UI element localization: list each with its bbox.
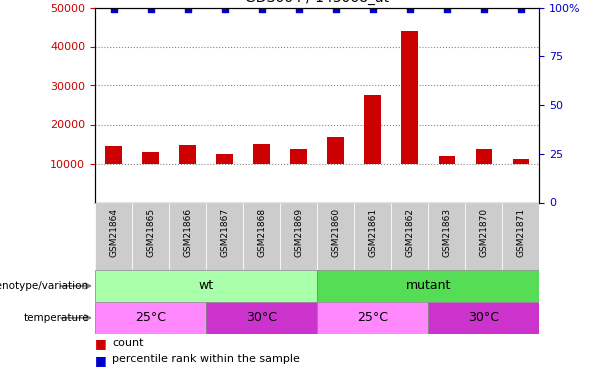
Bar [391, 202, 428, 270]
Bar [428, 202, 465, 270]
Bar [438, 156, 455, 164]
Text: ■: ■ [95, 354, 111, 368]
Text: GSM21863: GSM21863 [443, 208, 451, 257]
Bar [428, 302, 539, 334]
Text: 30°C: 30°C [468, 311, 500, 324]
Text: GSM21867: GSM21867 [220, 208, 229, 257]
Text: mutant: mutant [406, 279, 451, 292]
Bar [142, 152, 159, 164]
Bar [318, 302, 428, 334]
Bar [95, 302, 206, 334]
Point [479, 6, 489, 12]
Text: GSM21861: GSM21861 [368, 208, 377, 257]
Text: temperature: temperature [23, 313, 89, 323]
Bar [402, 31, 418, 164]
Bar [280, 202, 318, 270]
Bar [206, 202, 243, 270]
Point [368, 6, 378, 12]
Text: percentile rank within the sample: percentile rank within the sample [112, 354, 300, 364]
Text: wt: wt [199, 279, 214, 292]
Bar [179, 145, 196, 164]
Bar [95, 202, 132, 270]
Bar [216, 154, 233, 164]
Bar [327, 137, 344, 164]
Point [109, 6, 118, 12]
Bar [365, 95, 381, 164]
Text: GSM21864: GSM21864 [109, 208, 118, 257]
Point [405, 6, 415, 12]
Text: genotype/variation: genotype/variation [0, 281, 89, 291]
Bar [318, 202, 354, 270]
Point [331, 6, 341, 12]
Bar [132, 202, 169, 270]
Text: 25°C: 25°C [135, 311, 166, 324]
Point [183, 6, 192, 12]
Text: GSM21862: GSM21862 [405, 208, 414, 257]
Text: GSM21865: GSM21865 [146, 208, 155, 257]
Bar [243, 202, 280, 270]
Bar [291, 149, 307, 164]
Point [257, 6, 267, 12]
Text: GSM21870: GSM21870 [479, 208, 489, 257]
Text: ■: ■ [95, 338, 111, 351]
Text: 25°C: 25°C [357, 311, 388, 324]
Point [294, 6, 303, 12]
Point [516, 6, 526, 12]
Text: GSM21868: GSM21868 [257, 208, 266, 257]
Bar [465, 202, 503, 270]
Bar [318, 270, 539, 302]
Bar [206, 302, 318, 334]
Bar [95, 270, 318, 302]
Point [146, 6, 156, 12]
Text: GSM21866: GSM21866 [183, 208, 192, 257]
Point [219, 6, 229, 12]
Text: count: count [112, 338, 143, 348]
Bar [105, 146, 122, 164]
Bar [253, 144, 270, 164]
Text: 30°C: 30°C [246, 311, 277, 324]
Point [442, 6, 452, 12]
Text: GSM21869: GSM21869 [294, 208, 303, 257]
Bar [512, 159, 529, 164]
Text: GSM21871: GSM21871 [516, 208, 525, 257]
Bar [476, 148, 492, 164]
Bar [169, 202, 206, 270]
Title: GDS664 / 143068_at: GDS664 / 143068_at [245, 0, 389, 5]
Text: GSM21860: GSM21860 [331, 208, 340, 257]
Bar [354, 202, 391, 270]
Bar [503, 202, 539, 270]
